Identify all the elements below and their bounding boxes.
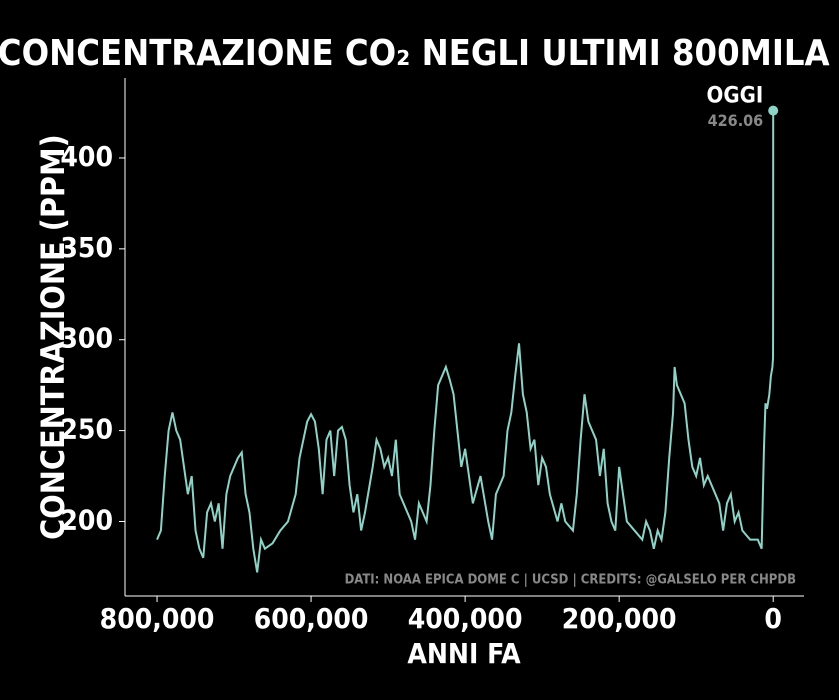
x-axis-label: ANNI FA bbox=[407, 637, 521, 670]
chart-title: CONCENTRAZIONE CO₂ NEGLI ULTIMI 800MILA … bbox=[0, 33, 839, 74]
y-axis-label: CONCENTRAZIONE (PPM) bbox=[34, 134, 72, 540]
x-tick-label: 800,000 bbox=[100, 602, 215, 635]
annotation: OGGI bbox=[707, 84, 764, 109]
value-label: 426.06 bbox=[708, 111, 764, 130]
x-tick-label: 400,000 bbox=[408, 602, 523, 635]
y-tick-label: 350 bbox=[60, 231, 113, 264]
y-tick-label: 400 bbox=[60, 140, 113, 173]
y-tick-label: 200 bbox=[60, 503, 113, 536]
x-tick-label: 0 bbox=[764, 602, 782, 635]
line-series bbox=[156, 110, 775, 573]
y-tick-label: 250 bbox=[60, 413, 113, 446]
source-note: DATI: NOAA EPICA DOME C | UCSD | CREDITS… bbox=[345, 573, 796, 588]
latest-point bbox=[768, 105, 779, 116]
y-tick-label: 300 bbox=[60, 322, 113, 355]
x-tick-label: 600,000 bbox=[254, 602, 369, 635]
x-tick-label: 200,000 bbox=[562, 602, 677, 635]
